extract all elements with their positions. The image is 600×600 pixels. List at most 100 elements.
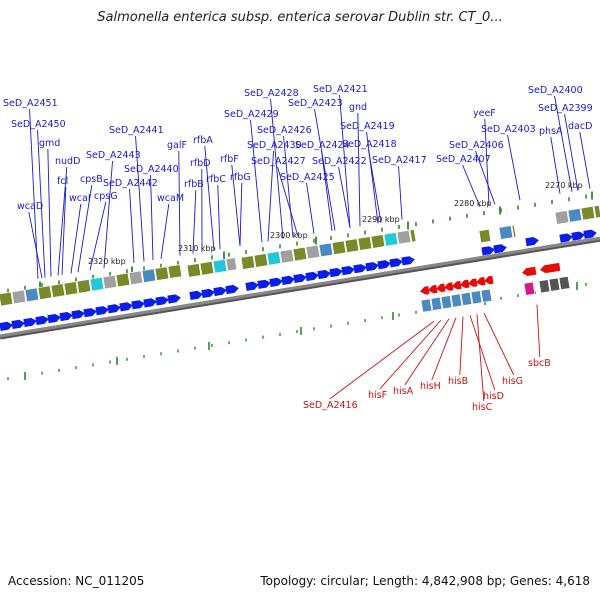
forward-gene-arrow[interactable] bbox=[59, 311, 73, 322]
forward-gene-arrow[interactable] bbox=[257, 279, 271, 289]
forward-gene-label[interactable]: SeD_A2419 bbox=[340, 121, 395, 132]
forward-gene-arrow[interactable] bbox=[583, 229, 597, 239]
forward-gene-arrow[interactable] bbox=[389, 257, 403, 268]
forward-gene-label[interactable]: SeD_A2440 bbox=[124, 164, 179, 175]
forward-gene-label[interactable]: SeD_A2451 bbox=[3, 98, 58, 109]
reverse-gene-arrow[interactable] bbox=[419, 286, 430, 295]
forward-gene-label[interactable]: SeD_A2426 bbox=[257, 125, 312, 136]
forward-gene-arrow[interactable] bbox=[35, 315, 49, 326]
reverse-gene-arrow[interactable] bbox=[483, 275, 494, 285]
forward-gene-arrow[interactable] bbox=[95, 305, 109, 316]
forward-gene-label[interactable]: SeD_A2430 bbox=[247, 140, 302, 151]
forward-gene-arrow[interactable] bbox=[305, 271, 319, 282]
forward-gene-arrow[interactable] bbox=[143, 297, 157, 308]
forward-gene-arrow[interactable] bbox=[83, 307, 97, 318]
forward-gene-label[interactable]: SeD_A2424 bbox=[295, 140, 350, 151]
forward-gene-label[interactable]: SeD_A2403 bbox=[481, 124, 536, 135]
forward-gene-label[interactable]: SeD_A2406 bbox=[449, 140, 504, 151]
forward-gene-label[interactable]: rfbD bbox=[190, 158, 211, 169]
forward-gene-arrow[interactable] bbox=[245, 281, 259, 291]
forward-gene-label[interactable]: SeD_A2423 bbox=[288, 98, 343, 109]
forward-gene-arrow[interactable] bbox=[317, 269, 331, 280]
forward-gene-label[interactable]: wcaI bbox=[69, 193, 91, 204]
forward-gene-label[interactable]: SeD_A2429 bbox=[224, 109, 279, 120]
forward-gene-arrow[interactable] bbox=[119, 301, 133, 312]
forward-gene-label[interactable]: SeD_A2399 bbox=[538, 103, 593, 114]
forward-gene-arrow[interactable] bbox=[281, 275, 295, 285]
forward-gene-label[interactable]: wcaD bbox=[17, 201, 43, 212]
forward-gene-arrow[interactable] bbox=[377, 259, 391, 270]
reverse-gene-label[interactable]: SeD_A2416 bbox=[303, 400, 358, 411]
reverse-gene-arrow[interactable] bbox=[539, 262, 561, 274]
reverse-gene-label[interactable]: hisB bbox=[448, 376, 468, 387]
forward-gene-arrow[interactable] bbox=[0, 321, 13, 331]
forward-gene-arrow[interactable] bbox=[559, 233, 573, 243]
forward-gene-label[interactable]: rfbB bbox=[184, 179, 204, 190]
forward-gene-arrow[interactable] bbox=[107, 303, 121, 314]
forward-gene-label[interactable]: SeD_A2427 bbox=[251, 156, 306, 167]
reverse-gene-arrow[interactable] bbox=[459, 279, 470, 289]
forward-gene-arrow[interactable] bbox=[213, 286, 227, 297]
forward-gene-label[interactable]: SeD_A2425 bbox=[280, 172, 335, 183]
reverse-gene-arrow[interactable] bbox=[521, 266, 537, 277]
forward-gene-arrow[interactable] bbox=[189, 290, 203, 300]
forward-gene-label[interactable]: SeD_A2417 bbox=[372, 155, 427, 166]
forward-gene-label[interactable]: SeD_A2443 bbox=[86, 150, 141, 161]
forward-gene-label[interactable]: fcl bbox=[57, 176, 68, 187]
forward-gene-arrow[interactable] bbox=[353, 263, 367, 274]
forward-gene-arrow[interactable] bbox=[47, 313, 61, 324]
reverse-gene-arrow[interactable] bbox=[427, 284, 438, 294]
reverse-gene-arrow[interactable] bbox=[475, 277, 486, 286]
reverse-gene-arrow[interactable] bbox=[451, 280, 462, 290]
forward-gene-arrow[interactable] bbox=[71, 309, 85, 320]
forward-gene-label[interactable]: yeeF bbox=[473, 108, 496, 119]
forward-gene-arrow[interactable] bbox=[23, 317, 37, 328]
forward-gene-arrow[interactable] bbox=[201, 288, 215, 299]
reverse-gene-label[interactable]: hisH bbox=[420, 381, 441, 392]
forward-gene-label[interactable]: SeD_A2422 bbox=[312, 156, 367, 167]
forward-gene-label[interactable]: nudD bbox=[55, 156, 80, 167]
forward-gene-arrow[interactable] bbox=[571, 231, 585, 241]
forward-gene-label[interactable]: wcaM bbox=[157, 193, 184, 204]
forward-gene-label[interactable]: SeD_A2441 bbox=[109, 125, 164, 136]
reverse-gene-label[interactable]: hisD bbox=[483, 391, 504, 402]
forward-gene-arrow[interactable] bbox=[167, 294, 181, 304]
forward-gene-label[interactable]: SeD_A2450 bbox=[11, 119, 66, 130]
forward-gene-label[interactable]: SeD_A2442 bbox=[103, 178, 158, 189]
forward-gene-arrow[interactable] bbox=[525, 236, 539, 247]
forward-gene-label[interactable]: SeD_A2400 bbox=[528, 85, 583, 96]
reverse-gene-label[interactable]: hisF bbox=[368, 390, 387, 401]
forward-gene-label[interactable]: gmd bbox=[39, 138, 60, 149]
reverse-gene-arrow[interactable] bbox=[443, 282, 454, 291]
reverse-gene-label[interactable]: hisC bbox=[472, 402, 493, 413]
forward-gene-arrow[interactable] bbox=[155, 296, 169, 306]
reverse-gene-label[interactable]: hisG bbox=[502, 376, 523, 387]
forward-gene-arrow[interactable] bbox=[225, 284, 239, 295]
forward-gene-arrow[interactable] bbox=[293, 273, 307, 284]
forward-gene-arrow[interactable] bbox=[341, 265, 355, 276]
forward-gene-arrow[interactable] bbox=[401, 255, 415, 266]
forward-gene-label[interactable]: gnd bbox=[349, 102, 367, 113]
forward-gene-label[interactable]: phsA bbox=[539, 126, 563, 137]
forward-gene-label[interactable]: cpsB bbox=[80, 174, 103, 185]
forward-gene-arrow[interactable] bbox=[329, 267, 343, 278]
forward-gene-label[interactable]: rfbG bbox=[230, 172, 251, 183]
forward-gene-label[interactable]: rfbA bbox=[193, 135, 213, 146]
forward-gene-label[interactable]: SeD_A2428 bbox=[244, 88, 299, 99]
forward-gene-arrow[interactable] bbox=[131, 299, 145, 310]
forward-gene-label[interactable]: rfbF bbox=[220, 154, 239, 165]
forward-gene-arrow[interactable] bbox=[493, 243, 507, 254]
reverse-gene-label[interactable]: hisA bbox=[393, 386, 414, 397]
forward-gene-label[interactable]: dacD bbox=[568, 121, 592, 132]
forward-gene-arrow[interactable] bbox=[481, 245, 495, 256]
forward-gene-label[interactable]: SeD_A2407 bbox=[436, 154, 491, 165]
reverse-gene-arrow[interactable] bbox=[467, 278, 478, 287]
forward-gene-label[interactable]: rfbC bbox=[206, 174, 226, 185]
reverse-gene-arrow[interactable] bbox=[435, 283, 446, 293]
forward-gene-label[interactable]: SeD_A2418 bbox=[342, 139, 397, 150]
forward-gene-arrow[interactable] bbox=[11, 319, 25, 329]
reverse-gene-label[interactable]: sbcB bbox=[528, 358, 551, 369]
forward-gene-arrow[interactable] bbox=[365, 261, 379, 272]
forward-gene-label[interactable]: SeD_A2421 bbox=[313, 84, 368, 95]
